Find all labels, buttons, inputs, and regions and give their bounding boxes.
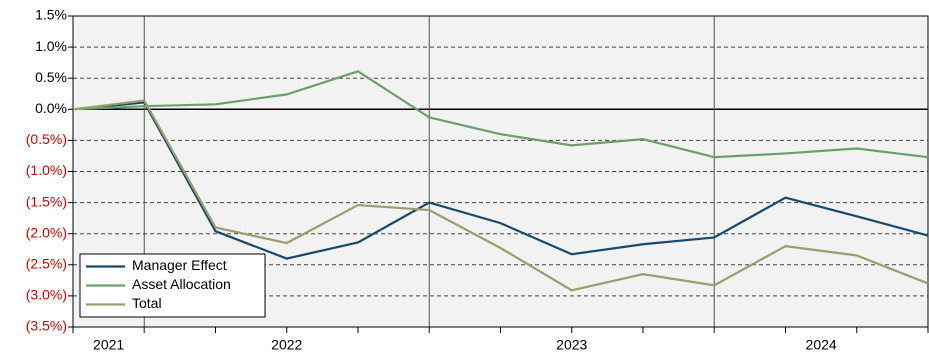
x-year-label: 2021 [93, 337, 124, 353]
series-line [72, 99, 929, 292]
y-tick-label: 1.0% [35, 38, 67, 54]
y-tick-label: (3.0%) [26, 287, 67, 303]
y-tick-label: (1.0%) [26, 162, 67, 178]
x-year-label: 2024 [806, 337, 837, 353]
x-year-label: 2023 [556, 337, 587, 353]
series-line [72, 70, 929, 159]
plot-border [72, 15, 929, 328]
y-tick-label: (3.5%) [26, 318, 67, 334]
legend-label: Total [132, 295, 162, 311]
y-tick-label: (1.5%) [26, 193, 67, 209]
y-tick-label: 0.0% [35, 100, 67, 116]
x-year-label: 2022 [271, 337, 302, 353]
y-tick-label: (2.0%) [26, 224, 67, 240]
legend-label: Asset Allocation [132, 276, 231, 292]
y-tick-label: (2.5%) [26, 256, 67, 272]
y-tick-label: 0.5% [35, 69, 67, 85]
series-line [72, 101, 929, 260]
y-tick-label: (0.5%) [26, 131, 67, 147]
y-tick-label: 1.5% [35, 7, 67, 23]
legend-label: Manager Effect [132, 257, 227, 273]
